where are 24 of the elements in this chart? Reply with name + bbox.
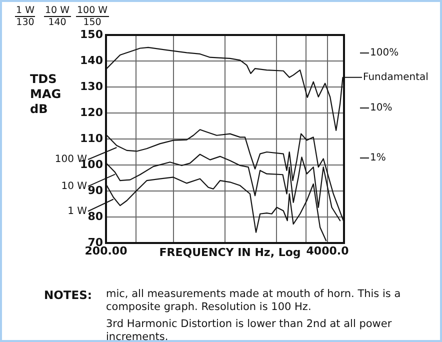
y-tick-label: 110 [80, 132, 104, 145]
y-tick-label: 140 [80, 54, 104, 67]
text: 3rd Harmonic Distortion is lower than 2nd at all power increments. [106, 318, 393, 342]
text: mic, all measurements made at mouth of horn. This is a composite graph. Resolution is 100 Hz. [106, 288, 402, 314]
y-tick-label: 120 [80, 106, 104, 119]
text: Fundamental [363, 72, 428, 83]
y-tick-label: 80 [88, 210, 104, 223]
text: NOTES: [44, 288, 92, 302]
y-tick-label: 90 [88, 184, 104, 197]
y-tick-label: 130 [80, 80, 104, 93]
text: 100 W [76, 5, 109, 17]
text: 140 [48, 17, 66, 28]
x-axis-title: FREQUENCY IN Hz, Log [159, 246, 301, 259]
x-tick-label: 4000.0 [306, 244, 350, 258]
y-axis-title: TDS MAG dB [30, 72, 62, 117]
text: 10 W [44, 5, 71, 17]
text: 1% [370, 152, 386, 164]
text: 10% [370, 102, 392, 114]
text: 1 W [15, 5, 36, 17]
legend-label: 1 W [68, 206, 88, 217]
text: 130 [16, 17, 34, 28]
legend-label: 10 W [61, 180, 88, 192]
y-tick-label: 150 [80, 28, 104, 41]
text: 100% [370, 48, 399, 59]
